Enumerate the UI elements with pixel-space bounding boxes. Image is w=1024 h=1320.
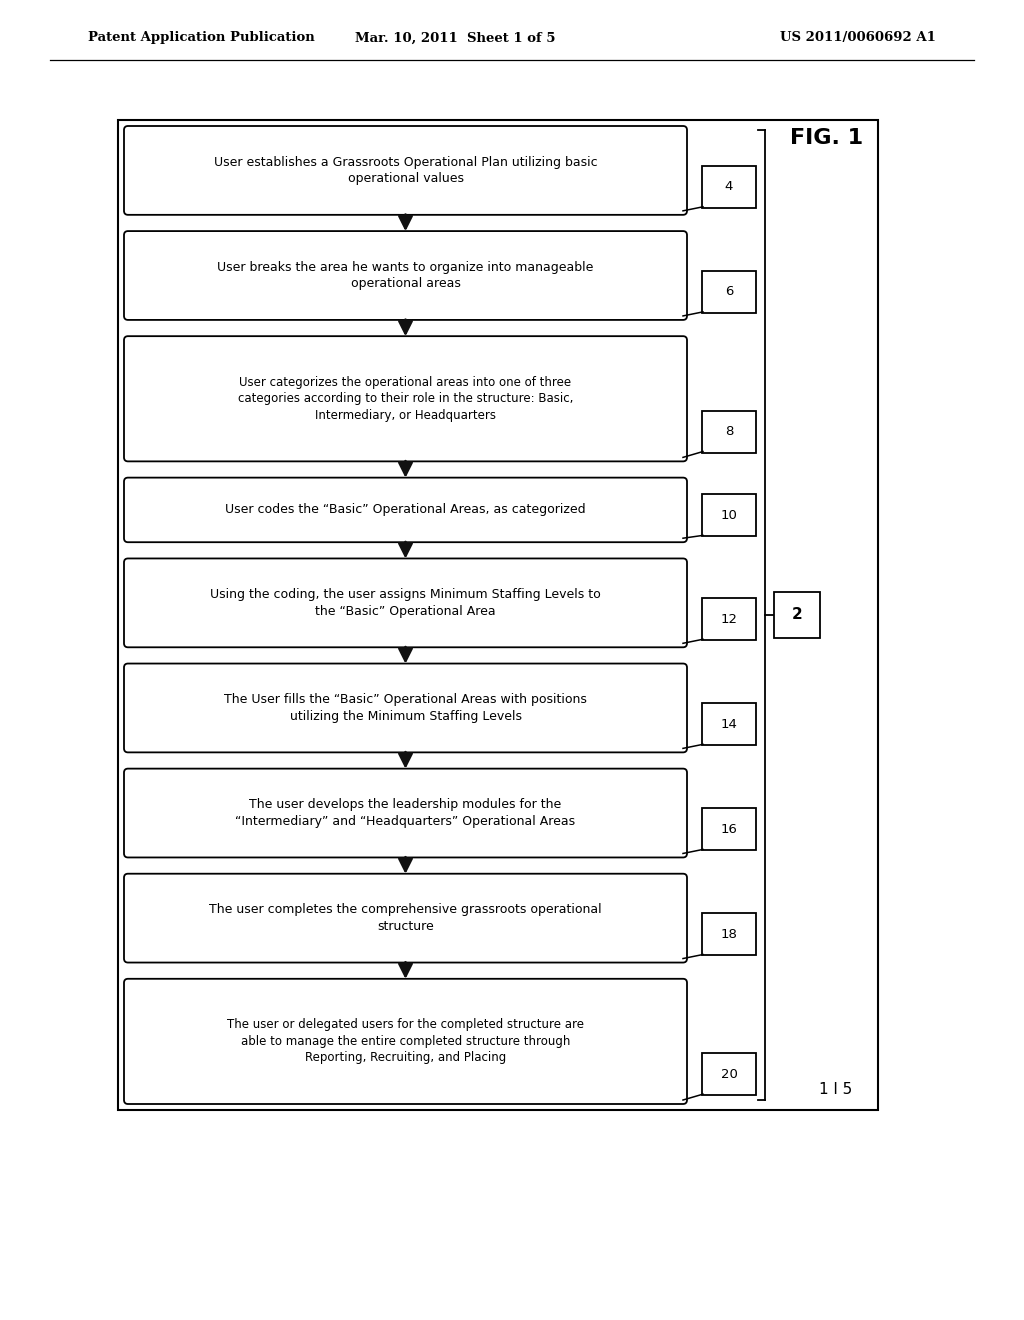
Text: User categorizes the operational areas into one of three
categories according to: User categorizes the operational areas i…: [238, 376, 573, 422]
Text: 2: 2: [792, 607, 803, 623]
Text: 20: 20: [721, 1068, 737, 1081]
Text: 14: 14: [721, 718, 737, 731]
FancyBboxPatch shape: [124, 558, 687, 647]
FancyBboxPatch shape: [124, 768, 687, 858]
Text: Mar. 10, 2011  Sheet 1 of 5: Mar. 10, 2011 Sheet 1 of 5: [354, 32, 555, 45]
Text: 1 l 5: 1 l 5: [819, 1082, 853, 1097]
Text: The user or delegated users for the completed structure are
able to manage the e: The user or delegated users for the comp…: [227, 1019, 584, 1064]
FancyBboxPatch shape: [702, 704, 756, 746]
FancyBboxPatch shape: [702, 808, 756, 850]
FancyBboxPatch shape: [774, 591, 820, 638]
Text: The user develops the leadership modules for the
“Intermediary” and “Headquarter: The user develops the leadership modules…: [236, 799, 575, 828]
FancyBboxPatch shape: [124, 874, 687, 962]
FancyBboxPatch shape: [124, 979, 687, 1104]
FancyBboxPatch shape: [702, 495, 756, 536]
FancyBboxPatch shape: [702, 598, 756, 640]
FancyBboxPatch shape: [124, 125, 687, 215]
Text: User codes the “Basic” Operational Areas, as categorized: User codes the “Basic” Operational Areas…: [225, 503, 586, 516]
Text: 12: 12: [721, 612, 737, 626]
FancyBboxPatch shape: [702, 271, 756, 313]
Text: 16: 16: [721, 822, 737, 836]
Text: User breaks the area he wants to organize into manageable
operational areas: User breaks the area he wants to organiz…: [217, 261, 594, 290]
FancyBboxPatch shape: [124, 231, 687, 319]
Text: Patent Application Publication: Patent Application Publication: [88, 32, 314, 45]
Text: User establishes a Grassroots Operational Plan utilizing basic
operational value: User establishes a Grassroots Operationa…: [214, 156, 597, 185]
Text: 10: 10: [721, 510, 737, 521]
FancyBboxPatch shape: [702, 411, 756, 453]
FancyBboxPatch shape: [124, 664, 687, 752]
FancyBboxPatch shape: [702, 1053, 756, 1096]
FancyBboxPatch shape: [124, 337, 687, 462]
Text: 18: 18: [721, 928, 737, 941]
Text: 8: 8: [725, 425, 733, 438]
Text: 6: 6: [725, 285, 733, 298]
FancyBboxPatch shape: [702, 913, 756, 956]
Text: FIG. 1: FIG. 1: [790, 128, 863, 148]
Text: The user completes the comprehensive grassroots operational
structure: The user completes the comprehensive gra…: [209, 903, 602, 933]
Text: 4: 4: [725, 181, 733, 193]
FancyBboxPatch shape: [124, 478, 687, 543]
Text: The User fills the “Basic” Operational Areas with positions
utilizing the Minimu: The User fills the “Basic” Operational A…: [224, 693, 587, 723]
FancyBboxPatch shape: [702, 166, 756, 207]
FancyBboxPatch shape: [118, 120, 878, 1110]
Text: US 2011/0060692 A1: US 2011/0060692 A1: [780, 32, 936, 45]
Text: Using the coding, the user assigns Minimum Staffing Levels to
the “Basic” Operat: Using the coding, the user assigns Minim…: [210, 589, 601, 618]
